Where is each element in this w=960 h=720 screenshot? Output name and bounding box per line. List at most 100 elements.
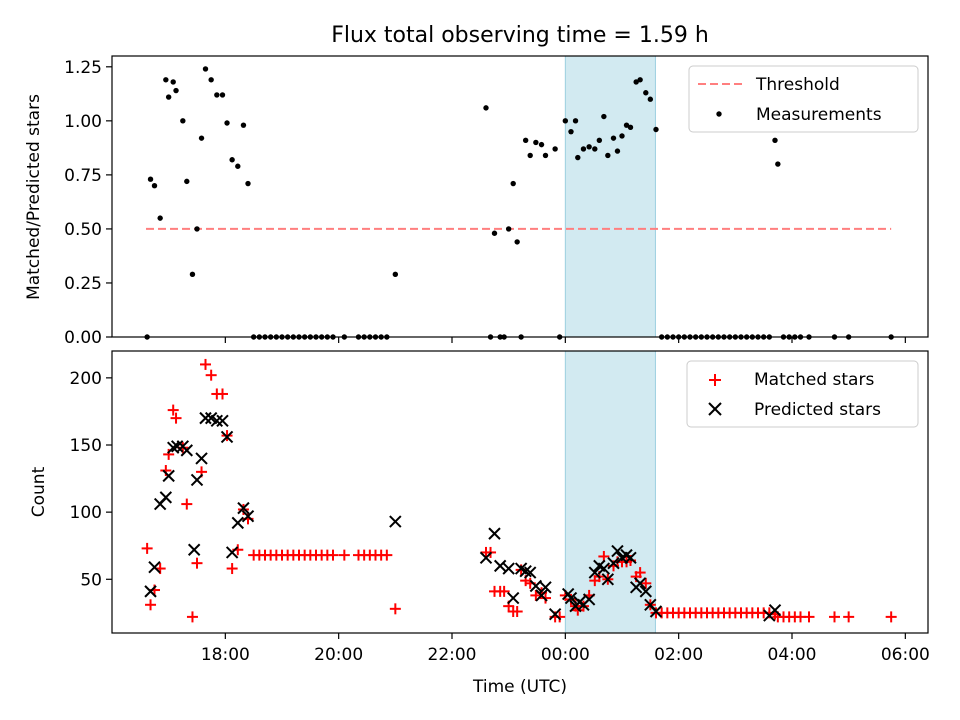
bottom-y-axis-label: Count: [29, 466, 49, 517]
predicted-star-point: [502, 562, 515, 575]
measurement-point: [772, 137, 778, 143]
measurement-point: [627, 124, 634, 131]
measurement-point: [224, 120, 230, 126]
predicted-star-point: [633, 577, 647, 590]
matched-star-point: [186, 611, 198, 623]
predicted-star-point: [162, 469, 175, 483]
predicted-star-point: [190, 473, 204, 487]
top-legend: Threshold Measurements: [688, 65, 919, 133]
predicted-star-point: [479, 551, 493, 565]
matched-star-point: [163, 448, 175, 460]
predicted-star-point: [548, 607, 562, 621]
measurement-point: [592, 146, 598, 152]
matched-star-point: [170, 412, 182, 424]
measurement-point: [601, 113, 607, 120]
measurement-point: [180, 118, 186, 124]
predicted-star-point: [523, 566, 537, 579]
matched-star-point: [191, 557, 203, 569]
measurement-point: [202, 66, 209, 72]
measurement-point: [483, 105, 489, 111]
legend-predicted-swatch: [708, 402, 722, 416]
top-y-ticks: 0.00 0.25 0.50 0.75 1.00 1.25: [64, 58, 112, 348]
predicted-star-point: [588, 566, 602, 579]
measurement-point: [147, 176, 154, 182]
predicted-star-point: [220, 430, 234, 444]
y-tick-label: 0.50: [64, 220, 102, 240]
y-tick-label: 0.75: [64, 166, 102, 186]
x-axis-label: Time (UTC): [472, 677, 567, 697]
predicted-star-point: [519, 565, 532, 578]
predicted-star-point: [506, 591, 520, 605]
top-axes-frame: [111, 55, 929, 338]
x-tick-label: 18:00: [201, 645, 250, 665]
measurement-point: [198, 135, 205, 141]
matched-star-point: [381, 549, 393, 561]
measurement-point: [542, 152, 549, 159]
measurement-point: [562, 118, 569, 124]
chart-title: Flux total observing time = 1.59 h: [331, 23, 709, 48]
predicted-star-point: [210, 414, 224, 428]
measurement-point: [653, 126, 659, 133]
measurement-point: [173, 87, 179, 94]
measurement-point: [614, 148, 621, 154]
predicted-star-point: [180, 444, 194, 457]
predicted-star-point: [237, 501, 250, 515]
measurement-point: [775, 161, 781, 167]
matched-star-point: [167, 404, 179, 416]
y-tick-label: 200: [70, 369, 102, 389]
predicted-star-point: [170, 440, 184, 453]
bottom-highlight-span: [564, 350, 656, 634]
predicted-star-point: [389, 515, 402, 528]
legend-threshold-label: Threshold: [755, 75, 840, 95]
measurement-point: [170, 79, 176, 85]
measurement-point: [637, 77, 643, 83]
measurement-point: [392, 271, 399, 278]
measurement-point: [633, 79, 639, 85]
legend-matched-label: Matched stars: [754, 370, 874, 390]
matched-star-point: [572, 604, 584, 616]
matched-star-point: [181, 498, 193, 510]
predicted-star-point: [535, 589, 548, 602]
measurement-point: [505, 226, 512, 232]
top-highlight-span: [564, 55, 656, 338]
legend-predicted-label: Predicted stars: [754, 400, 881, 420]
measurement-point: [575, 154, 581, 161]
x-tick-label: 20:00: [314, 645, 363, 665]
matched-star-point: [389, 603, 401, 615]
measurement-point: [610, 135, 617, 141]
predicted-star-point: [148, 560, 161, 574]
predicted-star-point: [768, 603, 782, 617]
bottom-legend-box: [686, 360, 919, 428]
measurement-point: [245, 180, 251, 187]
matched-star-point: [885, 611, 897, 623]
predicted-star-point: [144, 585, 157, 598]
x-tick-label: 06:00: [881, 645, 930, 665]
matched-star-point: [200, 358, 211, 370]
measurement-point: [208, 77, 214, 83]
legend-measurements-label: Measurements: [756, 105, 882, 125]
predicted-star-point: [607, 556, 620, 570]
measurement-point: [214, 92, 220, 98]
measurement-point: [533, 139, 539, 146]
matched-star-point: [511, 606, 523, 618]
predicted-star-point: [493, 559, 507, 573]
matched-star-point: [843, 611, 855, 623]
y-tick-label: 0.25: [64, 274, 102, 294]
legend-measurements-swatch: [716, 111, 722, 117]
predicted-star-point: [601, 573, 615, 586]
predicted-star-point: [611, 544, 624, 558]
measurement-point: [157, 215, 163, 221]
measurement-point: [647, 96, 654, 102]
measurement-point: [527, 152, 533, 159]
predicted-star-point: [624, 551, 637, 565]
measurement-point: [552, 146, 558, 152]
y-tick-label: 150: [70, 436, 102, 456]
bottom-axes-frame: [111, 350, 929, 634]
bottom-panel: 50 100 150 200 18:00 20:00 22:00 00:00 02:00 04:…: [29, 350, 930, 697]
top-y-axis-label: Matched/Predicted stars: [24, 94, 44, 300]
predicted-star-point: [159, 491, 173, 504]
predicted-star-point: [597, 562, 611, 575]
x-tick-label: 00:00: [541, 645, 590, 665]
matched-star-point: [145, 599, 157, 611]
